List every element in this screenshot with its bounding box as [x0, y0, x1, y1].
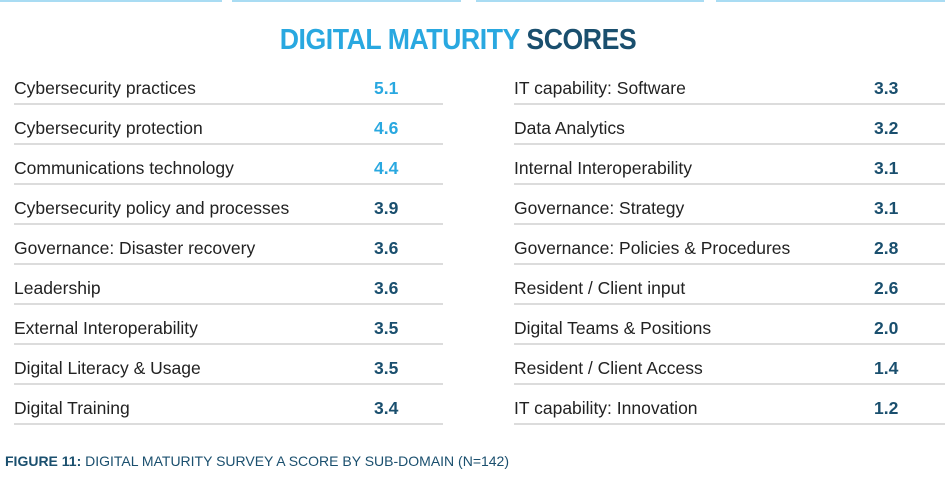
- score-value: 2.0: [874, 318, 899, 338]
- figure-caption: FIGURE 11: DIGITAL MATURITY SURVEY A SCO…: [5, 453, 509, 469]
- page-title: DIGITAL MATURITY SCORES: [37, 24, 880, 57]
- score-row: Cybersecurity protection 4.6: [14, 108, 443, 148]
- score-row: IT capability: Innovation 1.2: [514, 388, 945, 428]
- score-row: Communications technology 4.4: [14, 148, 443, 188]
- row-divider: [14, 263, 443, 265]
- row-divider: [14, 343, 443, 345]
- score-row: Resident / Client input 2.6: [514, 268, 945, 308]
- row-divider: [514, 103, 945, 105]
- score-label: Governance: Disaster recovery: [14, 238, 256, 258]
- scores-right-column: IT capability: Software 3.3 Data Analytics…: [514, 68, 945, 428]
- score-row: Governance: Strategy 3.1: [514, 188, 945, 228]
- score-value: 3.2: [874, 118, 899, 138]
- score-label: IT capability: Software: [514, 78, 686, 98]
- score-label: Cybersecurity policy and processes: [14, 198, 290, 218]
- score-row: Digital Literacy & Usage 3.5: [14, 348, 443, 388]
- row-divider: [514, 143, 945, 145]
- score-row: Data Analytics 3.2: [514, 108, 945, 148]
- row-divider: [14, 303, 443, 305]
- score-label: Cybersecurity protection: [14, 118, 203, 138]
- score-value: 3.1: [874, 198, 899, 218]
- row-divider: [14, 423, 443, 425]
- score-value: 3.9: [374, 198, 399, 218]
- row-divider: [14, 103, 443, 105]
- top-divider: [0, 0, 222, 2]
- score-label: Digital Training: [14, 398, 130, 418]
- top-divider: [476, 0, 704, 2]
- score-row: Leadership 3.6: [14, 268, 443, 308]
- score-value: 3.5: [374, 318, 399, 338]
- title-part-2: SCORES: [526, 24, 637, 56]
- score-row: Governance: Policies & Procedures 2.8: [514, 228, 945, 268]
- score-label: Resident / Client input: [514, 278, 686, 298]
- score-label: Leadership: [14, 278, 101, 298]
- score-label: Communications technology: [14, 158, 234, 178]
- score-row: Cybersecurity policy and processes 3.9: [14, 188, 443, 228]
- scores-left-column: Cybersecurity practices 5.1 Cybersecurity …: [14, 68, 443, 428]
- score-label: External Interoperability: [14, 318, 198, 338]
- row-divider: [14, 223, 443, 225]
- score-value: 2.6: [874, 278, 899, 298]
- score-label: IT capability: Innovation: [514, 398, 698, 418]
- score-row: Governance: Disaster recovery 3.6: [14, 228, 443, 268]
- score-row: Internal Interoperability 3.1: [514, 148, 945, 188]
- row-divider: [14, 183, 443, 185]
- score-row: Resident / Client Access 1.4: [514, 348, 945, 388]
- score-row: Digital Teams & Positions 2.0: [514, 308, 945, 348]
- row-divider: [514, 303, 945, 305]
- score-value: 2.8: [874, 238, 899, 258]
- row-divider: [514, 343, 945, 345]
- score-value: 3.6: [374, 238, 399, 258]
- row-divider: [514, 183, 945, 185]
- score-value: 1.4: [874, 358, 899, 378]
- score-value: 1.2: [874, 398, 899, 418]
- caption-prefix: FIGURE 11:: [5, 453, 82, 469]
- score-row: Cybersecurity practices 5.1: [14, 68, 443, 108]
- score-label: Internal Interoperability: [514, 158, 693, 178]
- score-value: 3.3: [874, 78, 899, 98]
- score-value: 5.1: [374, 78, 399, 98]
- score-label: Governance: Policies & Procedures: [514, 238, 791, 258]
- row-divider: [514, 223, 945, 225]
- score-label: Digital Teams & Positions: [514, 318, 712, 338]
- top-divider: [232, 0, 461, 2]
- score-row: Digital Training 3.4: [14, 388, 443, 428]
- score-value: 4.4: [374, 158, 399, 178]
- score-label: Data Analytics: [514, 118, 625, 138]
- title-part-1: DIGITAL MATURITY: [279, 24, 520, 56]
- score-value: 3.5: [374, 358, 399, 378]
- row-divider: [514, 423, 945, 425]
- score-label: Cybersecurity practices: [14, 78, 196, 98]
- top-divider: [716, 0, 945, 2]
- score-value: 4.6: [374, 118, 399, 138]
- caption-text: DIGITAL MATURITY SURVEY A SCORE BY SUB-D…: [81, 453, 510, 469]
- row-divider: [14, 143, 443, 145]
- score-value: 3.6: [374, 278, 399, 298]
- row-divider: [514, 383, 945, 385]
- row-divider: [514, 263, 945, 265]
- score-label: Digital Literacy & Usage: [14, 358, 201, 378]
- score-value: 3.4: [374, 398, 399, 418]
- score-row: External Interoperability 3.5: [14, 308, 443, 348]
- score-value: 3.1: [874, 158, 899, 178]
- score-row: IT capability: Software 3.3: [514, 68, 945, 108]
- score-label: Resident / Client Access: [514, 358, 703, 378]
- row-divider: [14, 383, 443, 385]
- score-label: Governance: Strategy: [514, 198, 685, 218]
